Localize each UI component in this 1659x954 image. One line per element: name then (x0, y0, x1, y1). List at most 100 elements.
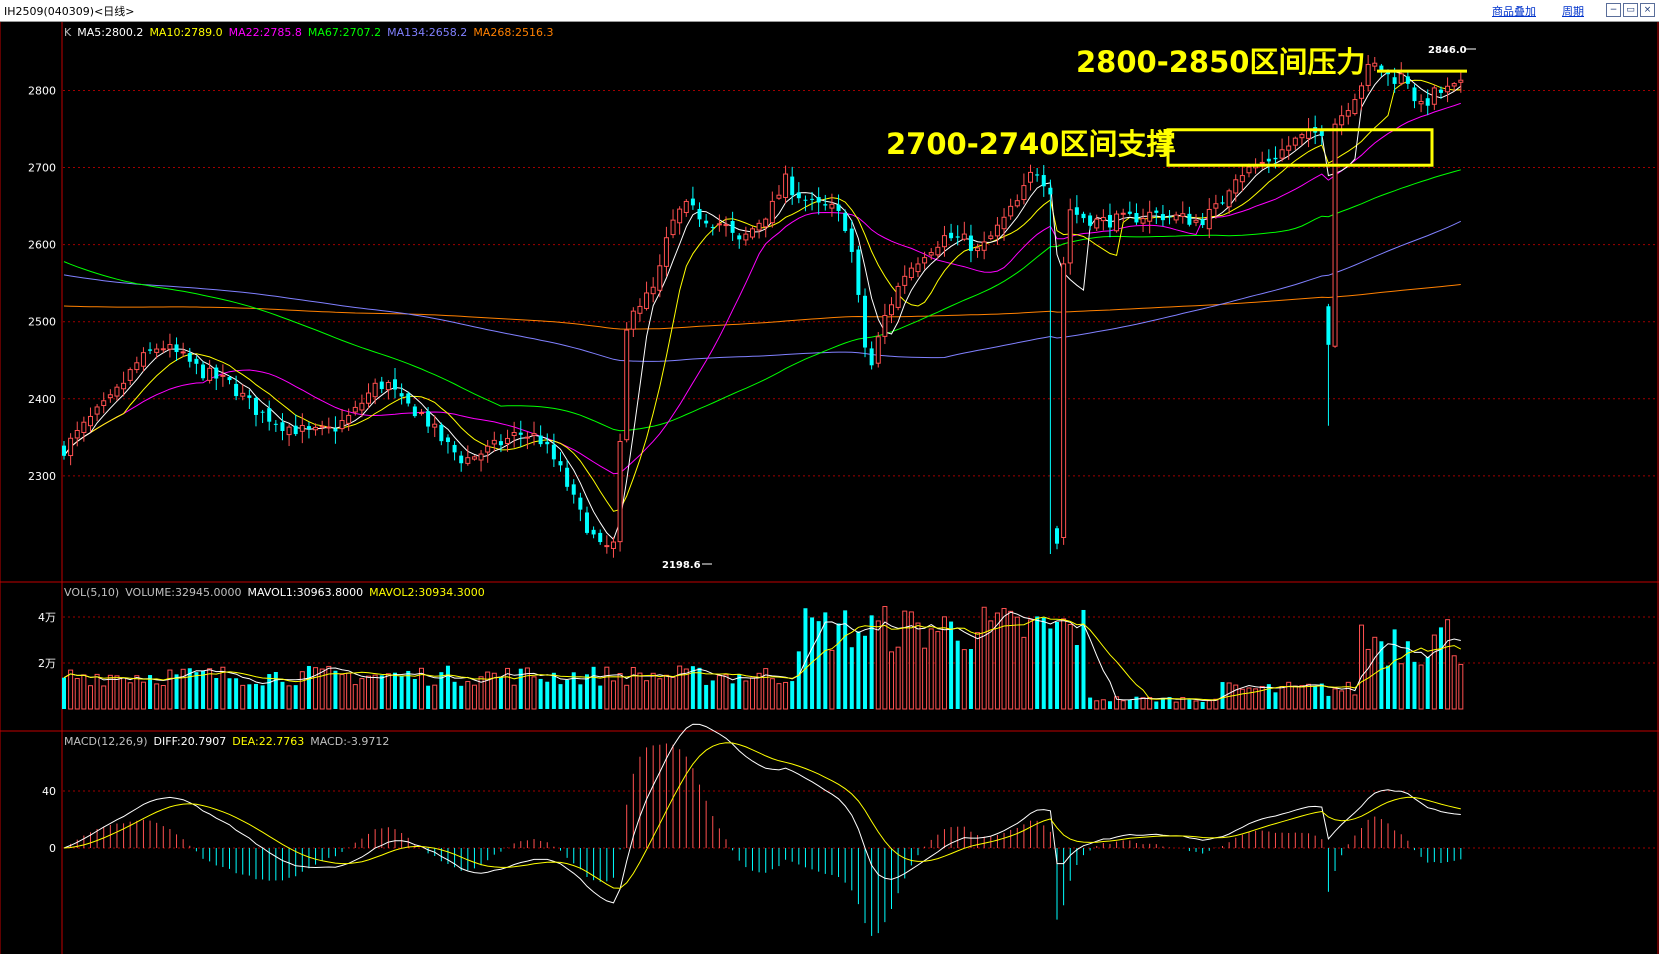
legend-text: VOL(5,10) VOLUME:32945.0000 MAVOL1:30963.8… (64, 586, 485, 599)
volume-bar-up (1253, 688, 1259, 710)
volume-legend: VOL(5,10) VOLUME:32945.0000 MAVOL1:30963.8… (64, 586, 485, 599)
candle-body-up (531, 433, 537, 436)
volume-bar-down (1035, 616, 1040, 709)
candle-body-down (445, 437, 450, 443)
candle-body-up (372, 382, 378, 398)
volume-bar-up (313, 667, 319, 710)
candle-body-down (551, 444, 556, 460)
volume-bars (62, 606, 1464, 710)
candle-body-up (94, 406, 100, 415)
volume-bar-up (1246, 687, 1252, 710)
volume-bar-up (988, 620, 994, 710)
volume-bar-up (650, 672, 656, 710)
kline-chart[interactable]: 2800 2700 2600 2500 2400 2300 4万 2万 40 0 K MA5:280… (0, 22, 1659, 954)
volume-bar-down (869, 615, 874, 709)
candle-body-down (1107, 214, 1112, 228)
ma22-line (63, 102, 1461, 475)
volume-bar-up (610, 680, 616, 710)
volume-bar-up (366, 675, 372, 710)
volume-bar-up (339, 674, 345, 710)
volume-bar-up (763, 668, 769, 710)
macd-lines (63, 723, 1461, 904)
price-tick-label: 2700 (28, 162, 56, 175)
volume-bar-down (1167, 697, 1172, 709)
candle-body-up (624, 329, 630, 441)
volume-ma-lines (63, 611, 1462, 702)
volume-bar-up (180, 668, 186, 710)
volume-bar-up (749, 677, 755, 710)
candle-body-down (1273, 157, 1278, 160)
volume-bar-up (716, 675, 722, 710)
volume-bar-up (167, 669, 173, 710)
ma134-line (63, 220, 1462, 362)
candle-body-down (412, 406, 417, 417)
candle-body-up (127, 369, 133, 381)
candle-body-down (538, 435, 543, 445)
candle-body-up (346, 414, 352, 424)
legend-item: VOLUME:32945.0000 (125, 586, 241, 599)
ma268-line (63, 284, 1461, 330)
volume-bar-up (783, 681, 789, 710)
candle-body-down (1386, 71, 1390, 75)
volume-bar-down (551, 672, 556, 709)
volume-bar-down (790, 681, 795, 709)
volume-bar-up (134, 675, 140, 710)
volume-bar-down (1273, 692, 1278, 709)
candle-body-down (856, 249, 861, 295)
candle-body-down (790, 176, 795, 196)
resistance-text: 区间压力 (1249, 45, 1365, 79)
volume-bar-down (426, 685, 431, 709)
legend-item: MA268:2516.3 (473, 26, 553, 39)
candle-body-down (1425, 98, 1430, 106)
moving-average-lines (63, 71, 1462, 541)
volume-bar-up (359, 678, 365, 710)
candle-body-up (1286, 145, 1292, 151)
volume-bar-up (1021, 636, 1027, 710)
volume-bar-up (915, 622, 921, 710)
volume-bar-up (1279, 686, 1285, 710)
candle-body-down (565, 467, 570, 487)
candle-body-up (875, 336, 881, 364)
candle-body-down (803, 199, 808, 201)
overlay-commodity-link[interactable]: 商品叠加 (1492, 5, 1536, 18)
volume-bar-up (922, 647, 928, 710)
volume-bar-down (260, 685, 265, 709)
period-link[interactable]: 周期 (1562, 5, 1584, 18)
candle-body-down (1319, 130, 1324, 136)
candle-body-down (710, 226, 715, 228)
restore-icon[interactable]: ▭ (1623, 3, 1638, 17)
candle-body-down (863, 295, 868, 348)
candle-body-up (366, 392, 372, 404)
candle-body-down (1035, 174, 1040, 176)
candle-body-up (941, 235, 947, 248)
candle-body-down (148, 349, 153, 351)
volume-bar-up (975, 632, 981, 710)
volume-bar-down (690, 666, 695, 709)
candle-body-up (418, 412, 424, 415)
candle-body-up (114, 386, 120, 397)
volume-bar-down (498, 677, 503, 709)
candle-body-down (234, 383, 239, 397)
candle-body-up (87, 415, 93, 427)
close-icon[interactable]: × (1640, 3, 1655, 17)
dea-line (63, 742, 1461, 889)
minimize-icon[interactable]: − (1606, 3, 1621, 17)
candle-body-down (810, 198, 815, 200)
candle-body-up (1028, 171, 1034, 183)
candle-body-up (882, 315, 888, 337)
annotations: 2800-2850区间压力 2700-2740区间支撑 2846.0 2198.… (662, 45, 1476, 571)
volume-bar-up (1299, 685, 1305, 710)
volume-bar-down (704, 684, 709, 709)
support-annotation: 2700-2740区间支撑 (886, 127, 1175, 161)
volume-bar-down (1412, 661, 1417, 709)
volume-bar-down (201, 670, 206, 709)
volume-bar-up (74, 678, 80, 710)
candle-body-up (756, 222, 762, 231)
candle-body-down (545, 441, 550, 445)
macd-tick-label: 40 (42, 785, 56, 798)
volume-bar-up (637, 672, 643, 710)
y-axis-labels: 2800 2700 2600 2500 2400 2300 4万 2万 40 0 (28, 84, 56, 855)
candle-body-down (584, 512, 589, 533)
candle-body-up (1001, 216, 1007, 230)
candle-body-up (783, 173, 789, 198)
